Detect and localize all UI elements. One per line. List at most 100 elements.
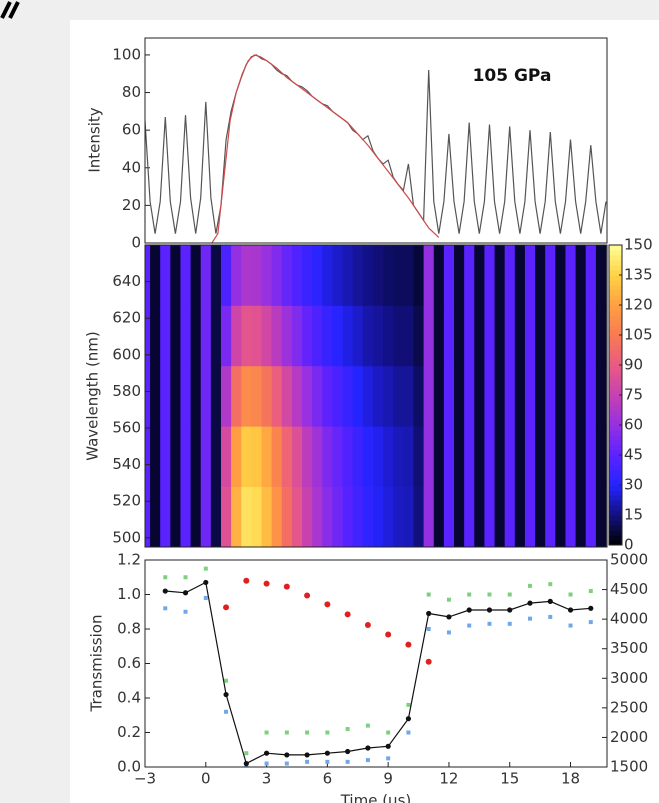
heatmap-cell (372, 365, 384, 427)
heatmap-cell (474, 486, 485, 547)
colorbar-segment (609, 475, 622, 481)
heatmap-cell (433, 245, 445, 306)
heatmap-cell (220, 245, 232, 306)
sample-point (365, 758, 370, 763)
heatmap-cell (575, 245, 587, 306)
heatmap-cell (575, 305, 587, 367)
colorbar-segment (609, 390, 622, 396)
y-tick-label: 0.2 (117, 723, 141, 741)
transmission-point (486, 607, 493, 613)
transmission-point (324, 750, 330, 756)
colorbar-segment (609, 540, 622, 546)
heatmap-cell (433, 365, 445, 427)
heatmap-cell (514, 426, 526, 487)
heatmap-cell (585, 486, 597, 547)
heatmap-cell (170, 365, 181, 427)
colorbar-tick-label: 105 (624, 326, 653, 344)
colorbar-segment (609, 250, 622, 256)
colorbar-segment (609, 400, 622, 406)
heatmap-cell (190, 486, 202, 547)
colorbar-segment (609, 415, 622, 421)
heatmap-cell (241, 486, 252, 547)
heatmap-cell (433, 486, 445, 547)
heatmap-cell (464, 245, 475, 306)
heatmap-cell (362, 426, 374, 487)
heatmap-cell (322, 245, 333, 306)
sample-point (244, 751, 249, 756)
colorbar-segment (609, 410, 622, 416)
heatmap-cell (545, 245, 556, 306)
heatmap-cell (514, 245, 526, 306)
heatmap-cell (200, 426, 212, 487)
heatmap-cell (494, 365, 506, 427)
temperature-point (344, 611, 351, 618)
transmission-point (304, 752, 310, 758)
heatmap-cell (241, 245, 252, 306)
heatmap-cell (464, 305, 475, 367)
x-tick-label: −3 (134, 770, 156, 788)
heatmap-cell (352, 245, 364, 306)
sample-point (588, 589, 593, 594)
y-tick-label: 100 (112, 45, 141, 63)
heatmap-cell (464, 365, 475, 427)
temperature-point (283, 583, 290, 590)
heatmap-cell (372, 426, 384, 487)
heatmap-cell (535, 426, 546, 487)
sample-point (568, 623, 573, 628)
heatmap-cell (585, 365, 597, 427)
heatmap-cell (332, 245, 343, 306)
heatmap-cell (524, 426, 536, 487)
transmission-point (527, 600, 533, 606)
heatmap-cell (291, 426, 303, 487)
transmission-point (203, 579, 209, 586)
heatmap-cell (413, 365, 425, 427)
heatmap-cell (332, 305, 343, 367)
colorbar-segment (609, 265, 622, 271)
heatmap-cell (524, 486, 536, 547)
heatmap-cell (220, 486, 232, 547)
y2-tick-label: 4500 (610, 580, 648, 598)
y-tick-label: 600 (112, 345, 141, 363)
heatmap-cell (342, 245, 354, 306)
heatmap-cell (251, 305, 262, 367)
heatmap-cell (150, 245, 161, 306)
x-tick-label: 12 (439, 770, 458, 788)
x-axis-label: Time (μs) (340, 792, 412, 803)
heatmap-cell (585, 245, 597, 306)
colorbar-segment (609, 335, 622, 341)
sample-point (305, 759, 310, 764)
heatmap-cell (383, 245, 394, 306)
colorbar-tick-label: 30 (624, 476, 643, 494)
heatmap-cell (261, 305, 273, 367)
heatmap-cell (251, 486, 262, 547)
y-tick-label: 580 (112, 382, 141, 400)
transmission-point (162, 588, 168, 594)
heatmap-cell (180, 365, 191, 427)
colorbar-segment (609, 330, 622, 336)
heatmap-cell (170, 426, 181, 487)
heatmap-cell (170, 305, 181, 367)
y-tick-label: 60 (122, 121, 141, 139)
temperature-point (405, 641, 412, 648)
series-line (211, 54, 440, 243)
heatmap-cell (312, 245, 323, 306)
y2-tick-label: 5000 (610, 551, 648, 569)
transmission-point (182, 590, 189, 596)
heatmap-cell (210, 486, 222, 547)
sample-point (467, 623, 472, 628)
heatmap-cell (565, 486, 576, 547)
y-axis-label: Wavelength (nm) (84, 331, 102, 461)
heatmap-cell (383, 305, 394, 367)
heatmap-cell (362, 245, 374, 306)
heatmap-cell (423, 365, 435, 427)
transmission-point (263, 750, 270, 756)
heatmap-cell (362, 365, 374, 427)
sample-point (406, 730, 411, 735)
y-tick-label: 0.6 (117, 654, 141, 672)
sample-point (406, 702, 411, 707)
heatmap-cell (271, 245, 283, 306)
sample-point (284, 730, 289, 735)
heatmap-cell (575, 486, 587, 547)
heatmap-cell (383, 426, 394, 487)
heatmap-cell (545, 305, 556, 367)
